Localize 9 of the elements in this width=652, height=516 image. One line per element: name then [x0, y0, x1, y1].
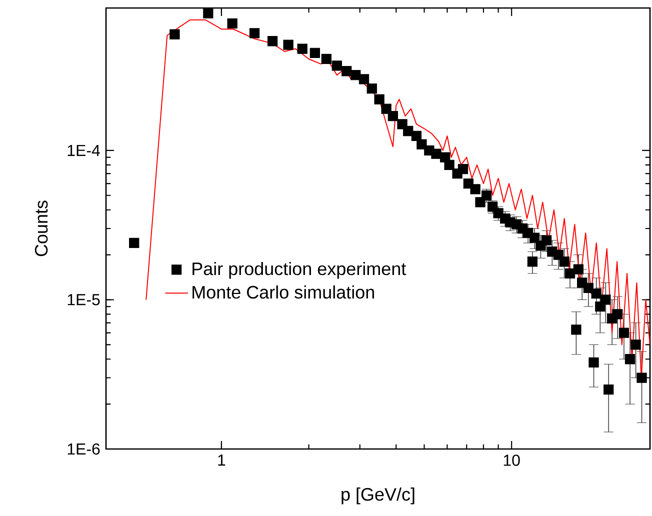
x-axis-title: p [GeV/c]: [342, 488, 414, 504]
y-axis-title: Counts: [34, 200, 48, 256]
x-tick-label: 1: [218, 454, 226, 466]
y-tick-label: 1E-4: [68, 144, 100, 156]
legend-label: Monte Carlo simulation: [192, 285, 374, 299]
x-tick-label: 10: [504, 454, 520, 466]
y-tick-label: 1E-5: [68, 294, 100, 306]
legend-label: Pair production experiment: [192, 262, 406, 279]
y-tick-label: 1E-6: [68, 443, 100, 455]
